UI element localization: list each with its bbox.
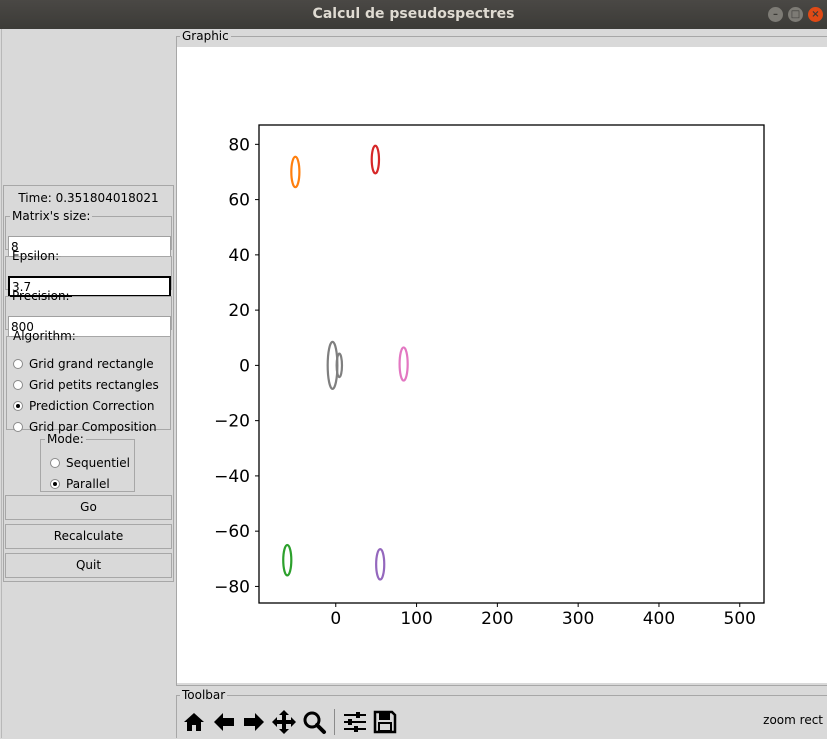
close-icon[interactable]: ×	[808, 7, 823, 22]
spectrum-curve	[375, 548, 386, 581]
x-tick-label: 400	[643, 609, 675, 629]
x-tick-label: 0	[330, 609, 341, 629]
spectrum-curve	[370, 144, 381, 175]
y-tick-label: 0	[239, 356, 250, 376]
matrix-size-legend: Matrix's size:	[12, 209, 91, 223]
graphic-frame-border	[176, 36, 827, 686]
forward-arrow-icon	[244, 713, 264, 731]
x-tick-label: 200	[481, 609, 513, 629]
configure-subplots-button[interactable]	[341, 708, 369, 736]
toolbar-status: zoom rect	[763, 713, 823, 727]
algorithm-option-grid-par-composition[interactable]: Grid par Composition	[13, 417, 157, 438]
window-title: Calcul de pseudospectres	[312, 6, 515, 22]
y-tick-label: 20	[228, 301, 250, 321]
graphic-legend: Graphic	[180, 29, 231, 43]
algorithm-option-grid-grand-rectangle[interactable]: Grid grand rectangle	[13, 354, 154, 375]
radio-icon[interactable]	[50, 458, 60, 468]
mode-option-sequentiel[interactable]: Sequentiel	[50, 453, 130, 474]
mode-legend: Mode:	[47, 432, 84, 446]
home-button[interactable]	[180, 708, 208, 736]
x-tick-label: 100	[400, 609, 432, 629]
x-tick-label: 300	[562, 609, 594, 629]
pan-icon	[272, 710, 296, 734]
controls-panel: Time: 0.351804018021 Matrix's size: Epsi…	[3, 185, 174, 582]
y-tick-label: 60	[228, 191, 250, 211]
forward-button[interactable]	[240, 708, 268, 736]
minimize-icon[interactable]: –	[768, 7, 783, 22]
epsilon-legend: Epsilon:	[12, 249, 60, 263]
graphic-frame: Graphic 0 100 200 300 400 500 80 60 40 20 0 −20 −40−…	[176, 30, 827, 686]
radio-icon[interactable]	[13, 380, 23, 390]
toolbar-separator	[334, 709, 335, 735]
algorithm-option-label: Grid grand rectangle	[29, 357, 154, 371]
algorithm-option-grid-petits-rectangles[interactable]: Grid petits rectangles	[13, 375, 159, 396]
toolbar-legend: Toolbar	[180, 688, 228, 702]
radio-selected-icon[interactable]	[13, 401, 23, 411]
plot-canvas[interactable]: 0 100 200 300 400 500 80 60 40 20 0 −20 −40 −60 −80	[177, 47, 827, 683]
y-tick-label: 80	[228, 135, 250, 155]
left-panel: Time: 0.351804018021 Matrix's size: Epsi…	[0, 29, 176, 738]
y-tick-label: −40	[214, 467, 250, 487]
axes-frame	[258, 124, 765, 604]
y-tick-label: 40	[228, 246, 250, 266]
algorithm-option-label: Prediction Correction	[29, 399, 155, 413]
toolbar-frame: Toolbar	[176, 689, 827, 738]
pan-button[interactable]	[270, 708, 298, 736]
algorithm-option-prediction-correction[interactable]: Prediction Correction	[13, 396, 155, 417]
epsilon-group: Epsilon:	[5, 249, 172, 297]
spectrum-curve-lobe	[335, 352, 344, 379]
y-tick-label: −80	[214, 577, 250, 597]
mode-option-parallel[interactable]: Parallel	[50, 474, 110, 495]
back-button[interactable]	[210, 708, 238, 736]
recalculate-button[interactable]: Recalculate	[5, 524, 172, 549]
precision-legend: Precision:	[12, 289, 70, 303]
back-arrow-icon	[214, 713, 234, 731]
window-titlebar: Calcul de pseudospectres – □ ×	[0, 0, 827, 29]
zoom-button[interactable]	[300, 708, 328, 736]
matrix-size-group: Matrix's size:	[5, 209, 172, 257]
mode-option-label: Sequentiel	[66, 456, 130, 470]
left-strip	[0, 29, 2, 738]
toolbar-frame-border	[176, 695, 827, 738]
go-button[interactable]: Go	[5, 495, 172, 520]
radio-selected-icon[interactable]	[50, 479, 60, 489]
zoom-icon	[303, 711, 326, 734]
mode-group: Mode: Sequentiel Parallel	[40, 432, 135, 495]
y-tick-label: −20	[214, 412, 250, 432]
spectrum-curve	[282, 543, 293, 577]
radio-icon[interactable]	[13, 422, 23, 432]
time-label: Time: 0.351804018021	[18, 191, 159, 205]
configure-subplots-icon	[344, 712, 366, 732]
x-tick-label: 500	[724, 609, 756, 629]
quit-button[interactable]: Quit	[5, 553, 172, 578]
algorithm-option-label: Grid petits rectangles	[29, 378, 159, 392]
y-tick-label: −60	[214, 522, 250, 542]
save-button[interactable]	[371, 708, 399, 736]
algorithm-option-label: Grid par Composition	[29, 420, 157, 434]
spectrum-curve	[398, 346, 409, 382]
maximize-icon[interactable]: □	[788, 7, 803, 22]
algorithm-group: Algorithm: Grid grand rectangle Grid pet…	[6, 329, 171, 434]
precision-group: Precision:	[5, 289, 172, 337]
mode-option-label: Parallel	[66, 477, 110, 491]
spectrum-curve	[290, 155, 301, 189]
radio-icon[interactable]	[13, 359, 23, 369]
algorithm-legend: Algorithm:	[13, 329, 76, 343]
save-icon	[373, 710, 397, 734]
home-icon	[184, 713, 204, 731]
